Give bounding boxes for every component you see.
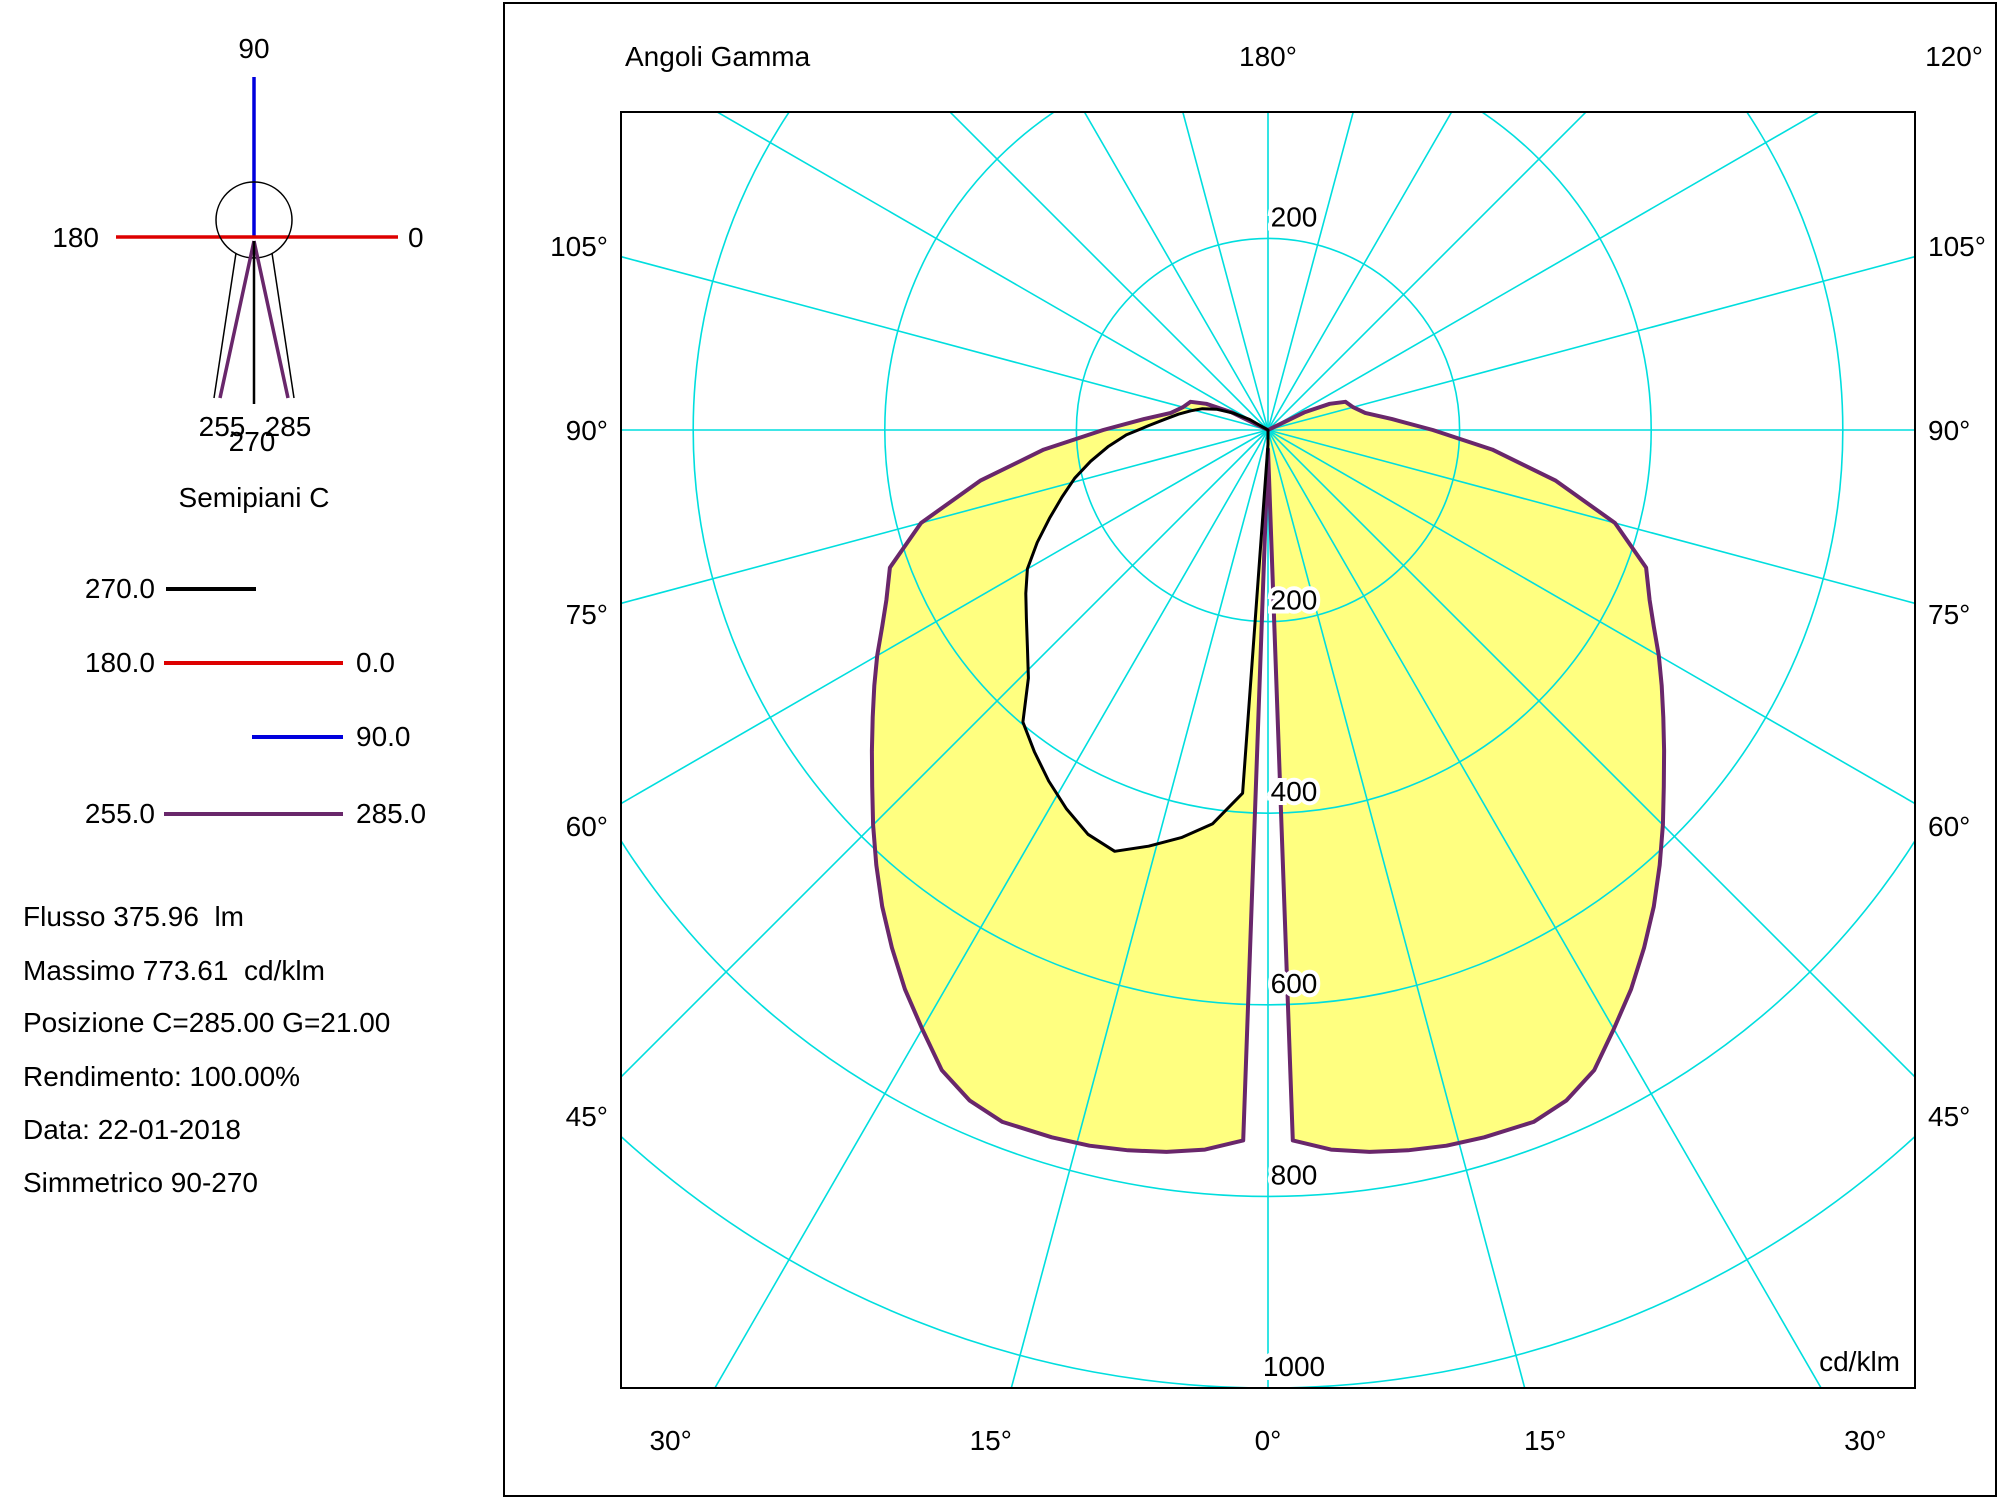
gamma-label-bottom: 30°: [1844, 1425, 1886, 1456]
gamma-label-bottom: 30°: [649, 1425, 691, 1456]
axis-255-line: [218, 240, 256, 399]
axis-285-line: [252, 240, 290, 399]
grid-ray: [1267, 255, 1915, 431]
legend-line-255-285: [164, 812, 343, 816]
grid-ray: [621, 255, 1269, 431]
gamma-label-right: 60°: [1928, 811, 1970, 842]
semipiani-c-diagram: 90 180 0 255 285 270 Semipiani C: [52, 33, 424, 513]
gamma-label-bottom: 15°: [970, 1425, 1012, 1456]
grid-ray: [1267, 429, 1915, 1079]
grid-ray: [1181, 112, 1269, 431]
grid-ray: [1083, 112, 1269, 431]
lamp-cone-right: [271, 252, 295, 399]
stat-rendimento: Rendimento: 100.00%: [23, 1061, 301, 1092]
legend-line-90: [252, 735, 343, 739]
grid-ray: [1010, 429, 1269, 1388]
ring-label: 1000: [1263, 1351, 1325, 1382]
grid-ray: [1267, 429, 1823, 1388]
gamma-label-left: 45°: [566, 1101, 608, 1132]
grid-ray: [713, 429, 1269, 1388]
mini-caption: Semipiani C: [179, 482, 330, 513]
gamma-label-left: 105°: [550, 231, 608, 262]
grid-ray: [1267, 112, 1821, 431]
legend-label-90: 90.0: [356, 721, 411, 752]
grid-ray: [1267, 429, 1526, 1388]
chart-frame: [503, 2, 1997, 1497]
stat-flusso: Flusso 375.96 lm: [23, 901, 244, 932]
ring-label: 200: [1271, 201, 1318, 232]
grid-ray: [1267, 112, 1355, 431]
gamma-label-bottom: 15°: [1524, 1425, 1566, 1456]
legend-label-255: 255.0: [84, 798, 155, 829]
top-angle-label: 120°: [1925, 41, 1983, 72]
plot-border: [620, 111, 1916, 1389]
c270-fill: [1022, 408, 1268, 852]
legend-label-285: 285.0: [356, 798, 427, 829]
gamma-label-bottom: 0°: [1255, 1425, 1282, 1456]
grid-ray: [948, 112, 1269, 431]
lamp-cone-left: [213, 252, 237, 399]
grid-ray: [1267, 112, 1453, 431]
grid-ray: [1267, 112, 1588, 431]
grid-ray: [1267, 429, 1915, 605]
gamma-label-left: 60°: [566, 811, 608, 842]
top-angle-label: 180°: [1239, 41, 1297, 72]
gamma-label-left: 75°: [566, 599, 608, 630]
grid-ray: [621, 429, 1269, 605]
gamma-label-right: 90°: [1928, 415, 1970, 446]
legend-line-270: [166, 587, 256, 591]
stat-data: Data: 22-01-2018: [23, 1114, 241, 1145]
grid-ray: [1267, 429, 1915, 805]
units-label: cd/klm: [1819, 1346, 1900, 1377]
legend-label-180: 180.0: [84, 647, 155, 678]
mini-label-180: 180: [52, 222, 99, 253]
grid-ray: [621, 429, 1269, 1079]
mini-label-0: 0: [408, 222, 424, 253]
chart-title: Angoli Gamma: [625, 41, 811, 72]
legend-label-270: 270.0: [84, 573, 155, 604]
grid-ray: [621, 429, 1269, 805]
ring-label: 200: [1271, 585, 1318, 616]
gamma-label-right: 45°: [1928, 1101, 1970, 1132]
legend-line-180-0: [164, 661, 343, 665]
grid-ray: [715, 112, 1269, 431]
mini-label-270: 270: [229, 426, 276, 457]
ring-label: 400: [1271, 776, 1318, 807]
mini-label-285: 285: [265, 411, 312, 442]
legend-label-0: 0.0: [356, 647, 395, 678]
mini-label-255: 255: [199, 411, 246, 442]
gamma-label-right: 75°: [1928, 599, 1970, 630]
stat-massimo: Massimo 773.61 cd/klm: [23, 955, 325, 986]
stat-posizione: Posizione C=285.00 G=21.00: [23, 1007, 391, 1038]
ring-label: 800: [1271, 1159, 1318, 1190]
ring-label: 600: [1271, 968, 1318, 999]
gamma-label-left: 90°: [566, 415, 608, 446]
c270-curve: [1021, 407, 1270, 853]
gamma-label-right: 105°: [1928, 231, 1986, 262]
mini-label-90: 90: [238, 33, 269, 64]
stat-simmetrico: Simmetrico 90-270: [23, 1167, 258, 1198]
